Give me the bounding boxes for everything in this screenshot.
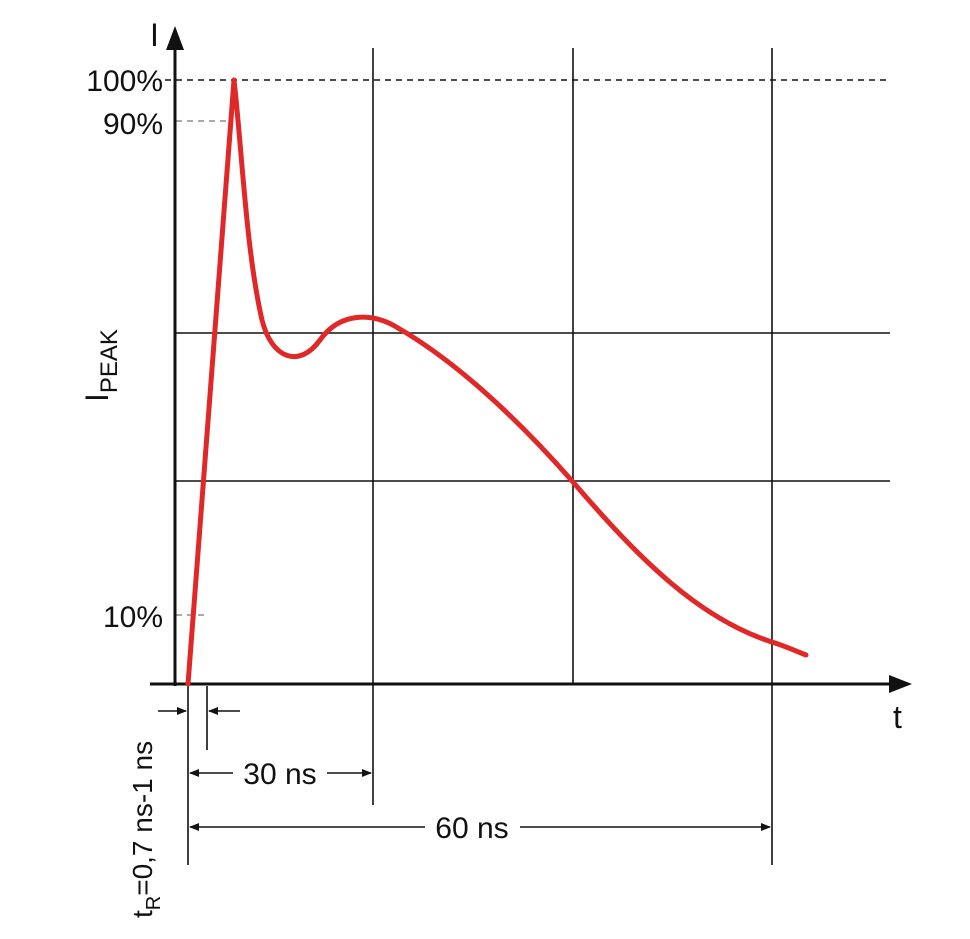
- dim-30ns-label: 30 ns: [243, 758, 316, 791]
- level-90-label: 90%: [103, 108, 163, 141]
- x-axis-label: t: [893, 699, 902, 735]
- i-peak-main: I: [79, 393, 115, 402]
- grid: [175, 48, 890, 865]
- y-axis-arrow-icon: [166, 26, 184, 50]
- rise-time-subscript: R: [143, 896, 165, 910]
- y-axis-label: I: [150, 17, 159, 53]
- i-peak-label: IPEAK: [79, 329, 123, 402]
- rise-time-label: tR=0,7 ns-1 ns: [127, 741, 165, 918]
- x-axis-arrow-icon: [889, 675, 912, 693]
- level-10-label: 10%: [103, 601, 163, 634]
- axes: [150, 26, 912, 693]
- dimension-lines: [187, 686, 208, 865]
- i-peak-subscript: PEAK: [96, 329, 123, 393]
- current-waveform-curve: [185, 77, 809, 687]
- level-100-label: 100%: [86, 65, 163, 98]
- rise-time-value: =0,7 ns-1 ns: [127, 741, 158, 896]
- rise-time-main: t: [127, 910, 158, 918]
- dim-60ns-label: 60 ns: [435, 812, 508, 845]
